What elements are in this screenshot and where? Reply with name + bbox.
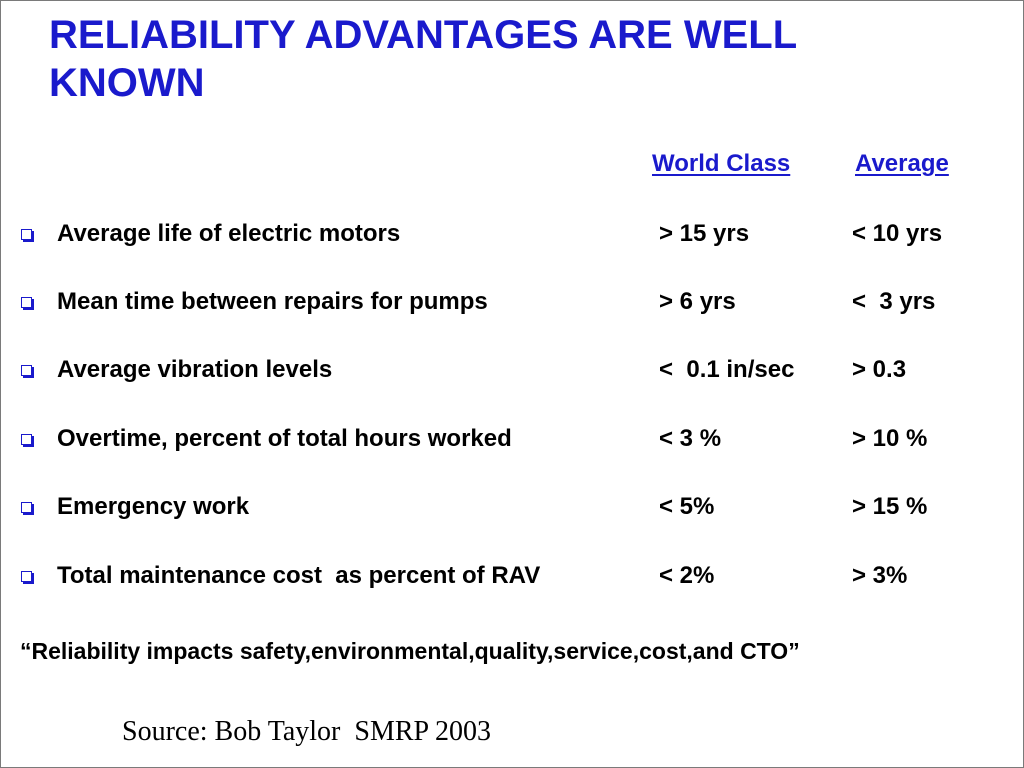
world-class-value: < 2% [659,562,715,589]
average-value: < 10 yrs [852,220,943,247]
hollow-square-bullet-icon [21,434,32,445]
average-value: > 3% [852,562,908,589]
world-class-value: > 15 yrs [659,220,750,247]
metric-label: Overtime, percent of total hours worked [57,425,512,452]
column-header-average: Average [855,150,949,177]
hollow-square-bullet-icon [21,365,32,376]
metric-label: Emergency work [57,493,250,520]
metric-label: Average vibration levels [57,356,333,383]
hollow-square-bullet-icon [21,571,32,582]
metric-label: Mean time between repairs for pumps [57,288,488,315]
hollow-square-bullet-icon [21,229,32,240]
metric-label: Total maintenance cost as percent of RAV [57,562,541,589]
list-item: Overtime, percent of total hours worked … [1,423,1024,455]
source-citation: Source: Bob Taylor SMRP 2003 [122,716,492,747]
average-value: < 3 yrs [852,288,936,315]
list-item: Emergency work < 5% > 15 % [1,491,1024,523]
world-class-value: > 6 yrs [659,288,736,315]
average-value: > 10 % [852,425,928,452]
list-item: Average vibration levels < 0.1 in/sec > … [1,354,1024,386]
average-value: > 15 % [852,493,928,520]
list-item: Total maintenance cost as percent of RAV… [1,560,1024,592]
metric-label: Average life of electric motors [57,220,401,247]
list-item: Mean time between repairs for pumps > 6 … [1,286,1024,318]
quote-text: “Reliability impacts safety,environmenta… [20,638,800,664]
list-item: Average life of electric motors > 15 yrs… [1,218,1024,250]
world-class-value: < 3 % [659,425,722,452]
hollow-square-bullet-icon [21,297,32,308]
world-class-value: < 5% [659,493,715,520]
average-value: > 0.3 [852,356,907,383]
hollow-square-bullet-icon [21,502,32,513]
slide-title: RELIABILITY ADVANTAGES ARE WELL KNOWN [49,13,797,105]
column-header-world-class: World Class [652,150,791,177]
world-class-value: < 0.1 in/sec [659,356,795,383]
